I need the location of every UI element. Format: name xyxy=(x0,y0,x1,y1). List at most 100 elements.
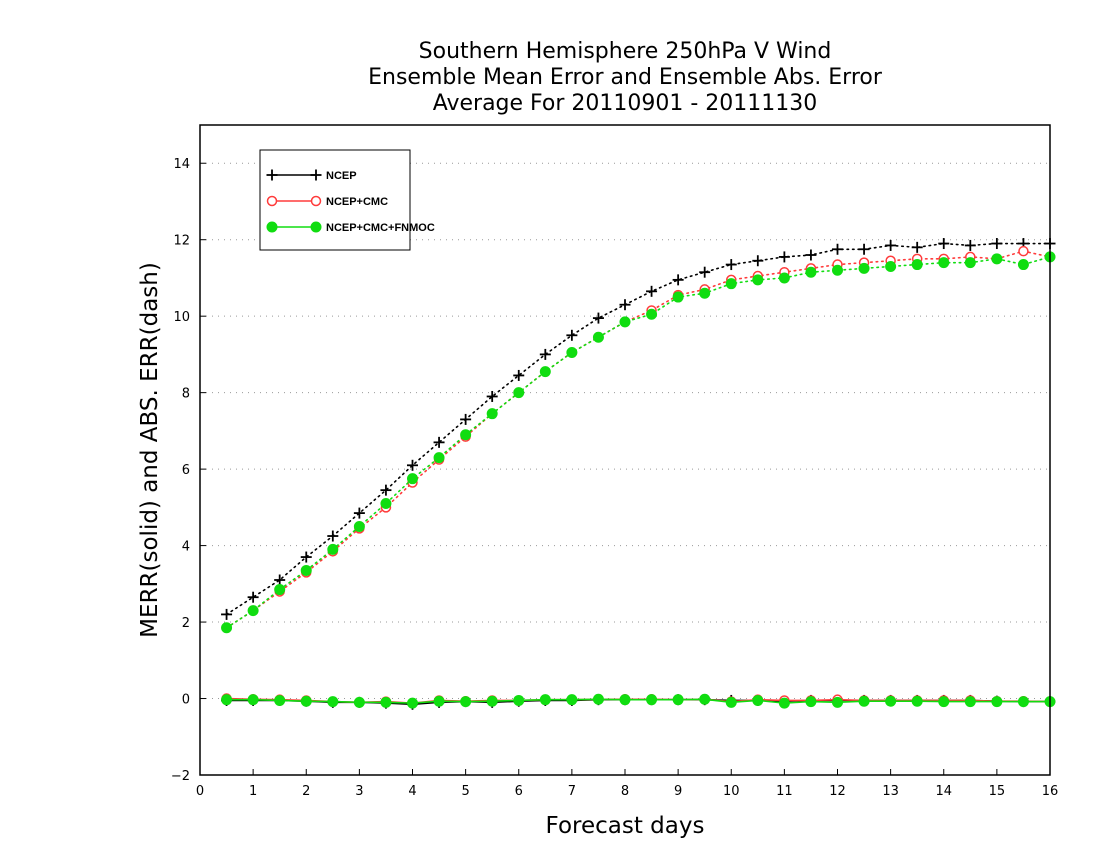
marker-dot xyxy=(858,262,870,274)
abs-error-point xyxy=(725,278,737,290)
marker-dot xyxy=(266,221,278,233)
mean-error-point xyxy=(938,696,950,708)
abs-error-point xyxy=(938,238,950,250)
x-tick-label: 12 xyxy=(829,784,846,799)
marker-dot xyxy=(380,696,392,708)
abs-error-point xyxy=(300,564,312,576)
legend-entry: NCEP+CMC xyxy=(266,195,388,208)
marker-dot xyxy=(460,429,472,441)
x-tick-label: 1 xyxy=(249,784,257,799)
marker-circle xyxy=(1018,245,1029,257)
mean-error-point xyxy=(407,697,418,709)
mean-error-point xyxy=(672,694,684,706)
abs-error-point xyxy=(407,473,418,485)
series-ncep-cmc xyxy=(221,245,1056,709)
abs-error-point xyxy=(778,251,790,263)
marker-dot xyxy=(513,387,525,399)
abs-error-point xyxy=(274,584,286,596)
y-tick-label: 12 xyxy=(173,234,190,249)
x-tick-label: 16 xyxy=(1042,784,1059,799)
legend-marker xyxy=(310,169,322,181)
marker-dot xyxy=(433,695,445,707)
abs-error-point xyxy=(592,331,604,343)
abs-error-point xyxy=(486,408,498,420)
abs-error-point xyxy=(221,608,233,620)
marker-dot xyxy=(832,696,843,708)
abs-error-point xyxy=(327,530,339,542)
mean-error-point xyxy=(858,695,870,707)
abs-error-point xyxy=(513,387,525,399)
plot-series xyxy=(221,238,1056,710)
marker-dot xyxy=(725,278,737,290)
mean-error-point xyxy=(221,694,233,706)
mean-error-point xyxy=(486,695,498,707)
abs-error-point xyxy=(646,308,658,320)
marker-dot xyxy=(1017,259,1029,271)
series-ncep xyxy=(221,238,1056,710)
x-axis: 0 1 2 3 4 5 6 7 8 9 10 11 12 13 14 15 16 xyxy=(196,769,1058,799)
abs-error-point xyxy=(221,622,233,634)
marker-dot xyxy=(991,696,1003,708)
y-axis: −2 0 2 4 6 8 10 12 14 xyxy=(171,157,206,784)
abs-error-point xyxy=(885,239,897,251)
mean-error-point xyxy=(885,695,897,707)
mean-error-point xyxy=(566,694,578,706)
abs-error-point xyxy=(885,260,897,272)
abs-error-point xyxy=(460,413,472,425)
mean-error-point xyxy=(964,696,976,708)
marker-dot xyxy=(991,253,1003,265)
y-tick-label: 8 xyxy=(182,387,190,402)
mean-error-point xyxy=(353,696,365,708)
abs-error-point xyxy=(699,266,711,278)
mean-error-point xyxy=(247,694,259,706)
x-tick-label: 7 xyxy=(568,784,576,799)
abs-error-point xyxy=(433,436,445,448)
marker-dot xyxy=(672,694,684,706)
marker-dot xyxy=(300,564,312,576)
mean-error-point xyxy=(752,694,764,706)
legend: NCEP NCEP+CMC NCEP+CMC+FNMOC xyxy=(259,149,435,251)
marker-dot xyxy=(778,272,790,284)
mean-error-point xyxy=(1017,696,1029,708)
marker-dot xyxy=(619,694,631,706)
x-tick-label: 9 xyxy=(674,784,682,799)
abs-error-point xyxy=(300,551,312,563)
mean-error-point xyxy=(539,694,551,706)
mean-error-point xyxy=(327,696,339,708)
chart-title-line: Southern Hemisphere 250hPa V Wind xyxy=(419,39,832,64)
mean-error-point xyxy=(619,694,631,706)
abs-error-point xyxy=(407,459,418,471)
marker-dot xyxy=(433,452,445,464)
marker-dot xyxy=(885,695,897,707)
marker-dot xyxy=(778,697,790,709)
mean-error-point xyxy=(274,694,286,706)
legend-marker xyxy=(266,221,278,233)
marker-dot xyxy=(539,366,551,378)
mean-error-point xyxy=(832,696,843,708)
abs-error-point xyxy=(353,520,365,532)
marker-dot xyxy=(752,694,764,706)
abs-error-point xyxy=(619,316,631,328)
marker-dot xyxy=(592,693,604,705)
abs-error-point xyxy=(805,266,817,278)
marker-dot xyxy=(1017,696,1029,708)
legend-label: NCEP+CMC xyxy=(326,196,388,208)
legend-label: NCEP+CMC+FNMOC xyxy=(326,222,435,234)
marker-dot xyxy=(938,696,950,708)
marker-dot xyxy=(805,696,817,708)
x-tick-label: 10 xyxy=(723,784,740,799)
abs-error-point xyxy=(938,257,950,269)
marker-dot xyxy=(566,347,578,358)
abs-error-point xyxy=(592,312,604,324)
marker-dot xyxy=(407,697,418,709)
mean-error-point xyxy=(460,696,472,708)
x-axis-title: Forecast days xyxy=(546,813,705,839)
y-tick-label: −2 xyxy=(171,769,190,784)
marker-dot xyxy=(911,695,923,707)
x-tick-label: 14 xyxy=(935,784,952,799)
legend-marker xyxy=(266,169,278,181)
marker-dot xyxy=(539,694,551,706)
marker-dot xyxy=(274,584,286,596)
x-tick-label: 5 xyxy=(461,784,469,799)
marker-dot xyxy=(247,694,259,706)
